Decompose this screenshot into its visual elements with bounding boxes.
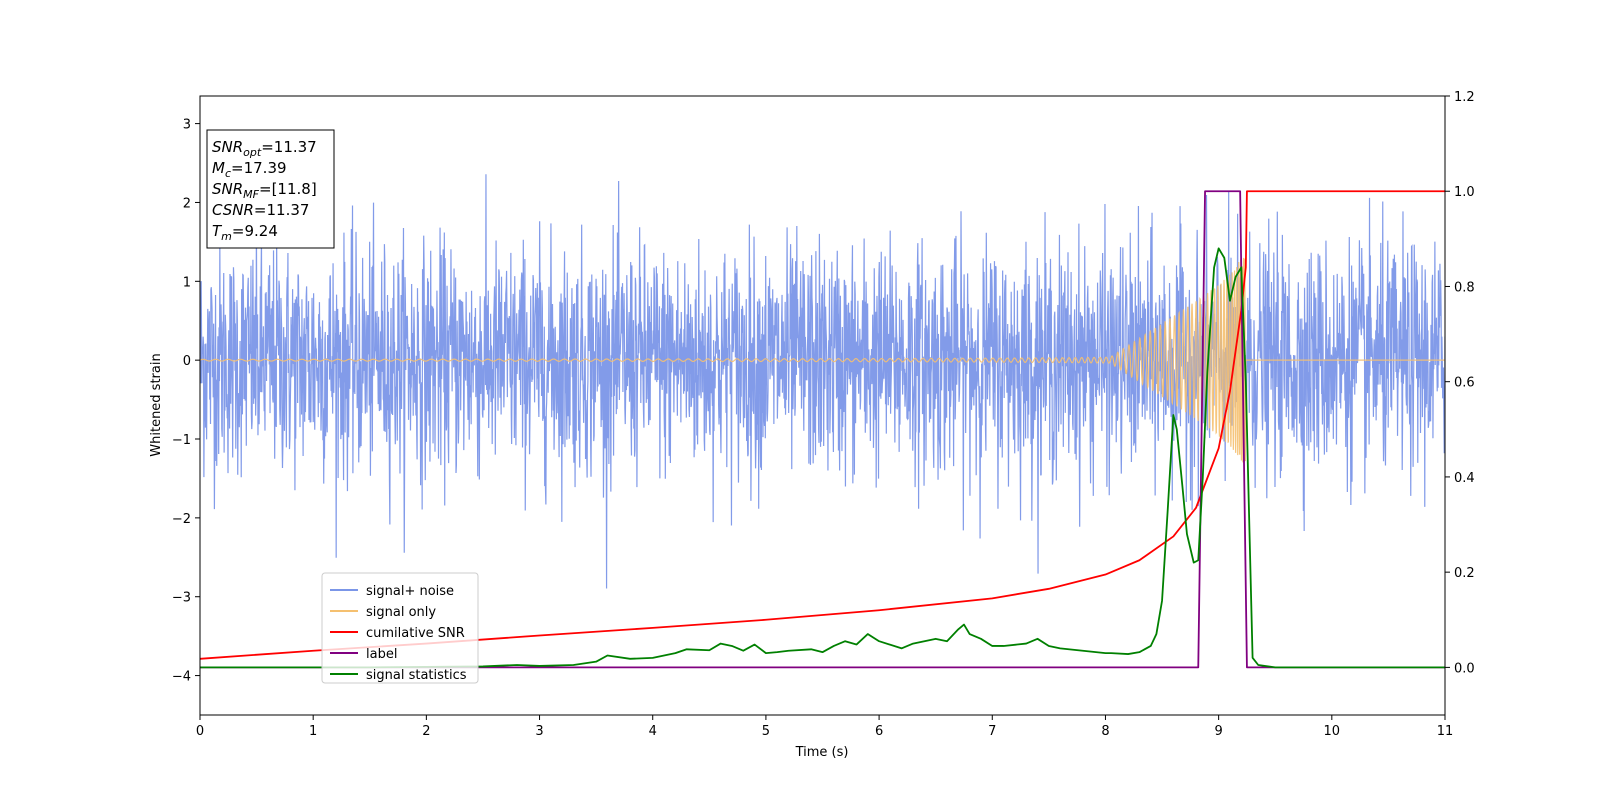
info-box-symbol: SNR [212, 180, 243, 198]
left-y-axis-label: Whitened strain [149, 353, 164, 456]
x-tick-label: 9 [1214, 724, 1222, 739]
series-signal-noise [200, 174, 1445, 589]
left-y-tick-label: −1 [172, 433, 191, 448]
info-box-value: =11.37 [254, 201, 310, 219]
left-y-tick-label: 1 [183, 275, 191, 290]
left-y-tick-label: 0 [183, 354, 191, 369]
info-box-line: Tm=9.24 [212, 222, 278, 243]
x-axis-label: Time (s) [795, 745, 849, 760]
info-box-subscript: MF [243, 188, 259, 201]
series-signal-statistics [200, 247, 1445, 669]
x-tick-label: 6 [875, 724, 883, 739]
legend: signal+ noise signal only cumilative SNR la… [321, 572, 479, 684]
info-box-line: Mc=17.39 [212, 159, 287, 180]
left-y-tick-label: 3 [183, 118, 191, 133]
info-box-subscript: m [221, 230, 232, 243]
info-box-value: =[11.8] [259, 180, 317, 198]
x-tick-label: 4 [649, 724, 657, 739]
legend-entry: label [366, 647, 397, 662]
legend-entry: signal+ noise [366, 584, 454, 599]
x-axis: 0 1 2 3 4 5 6 7 8 9 10 11 [196, 715, 1453, 739]
right-y-tick-label: 0.8 [1454, 280, 1475, 295]
info-box-line: CSNR=11.37 [212, 201, 309, 219]
left-y-tick-label: −4 [172, 670, 191, 685]
legend-frame [321, 572, 479, 684]
info-box-symbol: M [212, 159, 225, 177]
info-box-subscript: opt [243, 146, 262, 159]
x-tick-label: 10 [1324, 724, 1341, 739]
right-y-tick-label: 0.0 [1454, 661, 1475, 676]
series-layer [200, 174, 1445, 669]
left-y-tick-label: −3 [172, 591, 191, 606]
legend-entry: cumilative SNR [366, 626, 465, 641]
left-y-axis: −4 −3 −2 −1 0 1 2 3 [172, 118, 200, 685]
x-tick-label: 11 [1437, 724, 1454, 739]
legend-entry: signal only [366, 605, 436, 620]
left-y-tick-label: −2 [172, 512, 191, 527]
info-box-value: =11.37 [261, 138, 317, 156]
legend-entry: signal statistics [366, 668, 467, 683]
x-tick-label: 7 [988, 724, 996, 739]
x-tick-label: 0 [196, 724, 204, 739]
info-box-value: =9.24 [232, 222, 278, 240]
x-tick-label: 8 [1101, 724, 1109, 739]
info-box-value: =17.39 [231, 159, 287, 177]
right-y-axis: 0.0 0.2 0.4 0.6 0.8 1.0 1.2 [1445, 90, 1475, 676]
x-tick-label: 2 [422, 724, 430, 739]
info-box-symbol: SNR [212, 138, 243, 156]
info-box-line: SNRMF=[11.8] [212, 180, 317, 201]
right-y-tick-label: 0.4 [1454, 471, 1475, 486]
right-y-tick-label: 0.6 [1454, 376, 1475, 391]
left-y-tick-label: 2 [183, 196, 191, 211]
right-y-tick-label: 0.2 [1454, 566, 1475, 581]
x-tick-label: 5 [762, 724, 770, 739]
x-tick-label: 1 [309, 724, 317, 739]
right-y-tick-label: 1.2 [1454, 90, 1475, 105]
series-signal-only [200, 257, 1445, 463]
info-box-subscript: c [225, 167, 231, 180]
info-box-symbol: CSNR [212, 201, 254, 219]
info-box: SNRopt=11.37Mc=17.39SNRMF=[11.8]CSNR=11.… [206, 129, 335, 249]
x-tick-label: 3 [535, 724, 543, 739]
plot-frame [199, 95, 1446, 716]
right-y-tick-label: 1.0 [1454, 185, 1475, 200]
info-box-line: SNRopt=11.37 [212, 138, 317, 159]
info-box-frame [206, 129, 335, 249]
info-box-symbol: T [212, 222, 223, 240]
